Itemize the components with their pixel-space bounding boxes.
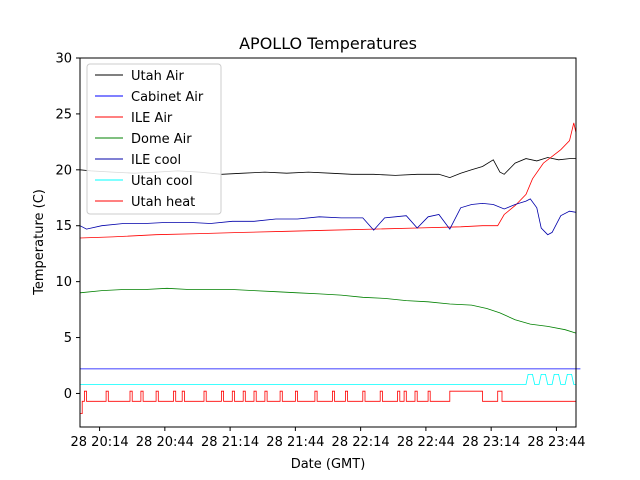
legend: Utah Air Cabinet Air ILE Air Dome Air ILE co… [86,63,222,215]
legend-box [86,63,222,215]
x-axis-label: Date (GMT) [291,457,366,472]
series-line-utah-heat [80,390,576,415]
y-axis-label: Temperature (C) [32,189,47,296]
x-axis: 28 20:14 28 20:44 28 21:14 28 21:44 28 22:14… [71,427,585,450]
y-tick-label: 25 [55,107,72,122]
x-tick-label: 28 21:44 [266,435,324,450]
legend-label-dome-air: Dome Air [131,132,192,147]
series-line-ile-cool [79,198,577,236]
x-tick-label: 28 22:14 [332,435,390,450]
legend-label-utah-air: Utah Air [131,69,184,84]
chart-title: APOLLO Temperatures [239,34,417,53]
x-tick-label: 28 20:44 [136,435,194,450]
plot-area-frame [79,57,577,428]
x-tick-label: 28 20:14 [71,435,129,450]
legend-label-utah-cool: Utah cool [131,174,193,189]
x-tick-label: 28 23:44 [527,435,585,450]
series-line-ile-air [79,122,577,239]
y-tick-label: 10 [55,275,72,290]
x-tick-label: 28 23:14 [462,435,520,450]
legend-label-cabinet-air: Cabinet Air [131,90,204,105]
legend-label-ile-air: ILE Air [131,111,173,126]
y-tick-label: 30 [55,52,72,67]
legend-label-utah-heat: Utah heat [131,195,195,210]
series-line-utah-cool [80,373,576,385]
y-tick-label: 15 [55,219,72,234]
y-tick-label: 0 [64,387,72,402]
y-axis: 0 5 10 15 20 25 30 [55,52,80,402]
x-tick-label: 28 22:44 [397,435,455,450]
y-tick-label: 5 [64,331,72,346]
series-layer [79,122,581,415]
y-tick-label: 20 [55,163,72,178]
legend-label-ile-cool: ILE cool [131,153,181,168]
x-tick-label: 28 21:14 [201,435,259,450]
series-line-dome-air [79,287,577,334]
